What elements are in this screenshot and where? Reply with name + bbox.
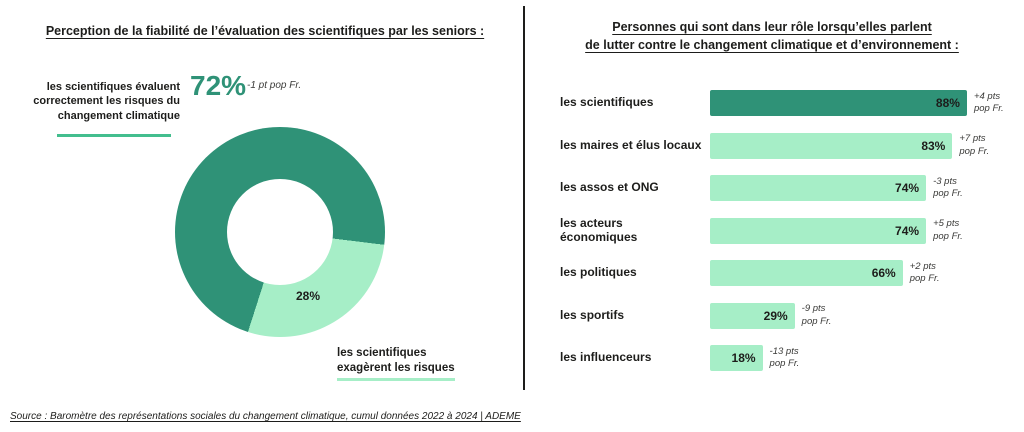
bar-label: les politiques [560, 265, 637, 280]
bar-chart-title: Personnes qui sont dans leur rôle lorsqu… [544, 18, 1000, 54]
vertical-divider [523, 6, 525, 390]
bar-row-acteurs-economiques: les acteurs économiques 74% +5 pts pop F… [560, 210, 1012, 253]
bar-track: 66% +2 pts pop Fr. [710, 260, 1002, 287]
bar-delta-line2: pop Fr. [909, 273, 940, 285]
bar-track: 83% +7 pts pop Fr. [710, 132, 1002, 159]
bar: 66% [710, 260, 903, 287]
bar-delta: +7 pts pop Fr. [959, 133, 989, 158]
bar-value: 18% [731, 351, 756, 366]
bar-label: les scientifiques [560, 95, 654, 110]
bar-delta-line1: -13 pts [769, 345, 799, 357]
bar-delta-line1: -9 pts [801, 303, 826, 315]
bar-row-influenceurs: les influenceurs 18% -13 pts pop Fr. [560, 337, 1012, 380]
bar-delta-line2: pop Fr. [973, 103, 1004, 115]
bar-delta: -13 pts pop Fr. [770, 346, 800, 371]
donut-slice-label-exaggerate: les scientifiques exagèrent les risques [337, 347, 455, 374]
bar: 18% [710, 345, 763, 372]
donut-main-value: 72% [190, 70, 247, 101]
bar-delta-line2: pop Fr. [959, 145, 990, 157]
bar-value: 66% [871, 266, 896, 281]
donut-slice-label-underline-green [57, 134, 171, 137]
bar-delta-line2: pop Fr. [769, 358, 800, 370]
bar-delta-line1: +4 pts [973, 90, 1001, 102]
bar-delta: +4 pts pop Fr. [974, 91, 1004, 116]
donut-chart-title: Perception de la fiabilité de l’évaluati… [45, 24, 485, 38]
bar-row-politiques: les politiques 66% +2 pts pop Fr. [560, 252, 1012, 295]
bar-chart: les scientifiques 88% +4 pts pop Fr. les… [560, 82, 1012, 380]
bar: 88% [710, 90, 967, 117]
donut-chart [175, 127, 385, 337]
bar-track: 74% +5 pts pop Fr. [710, 217, 1002, 244]
bar-value: 74% [895, 181, 920, 196]
bar-label: les acteurs économiques [560, 215, 638, 244]
bar-value: 88% [935, 96, 960, 111]
bar-chart-title-line2: de lutter contre le changement climatiqu… [585, 38, 959, 52]
bar-delta-line1: +7 pts [959, 133, 986, 145]
bar-delta: +2 pts pop Fr. [910, 261, 940, 286]
bar-delta-line2: pop Fr. [801, 315, 832, 327]
donut-secondary-value: 28% [296, 289, 321, 303]
bar-row-maires: les maires et élus locaux 83% +7 pts pop… [560, 125, 1012, 168]
bar: 74% [710, 217, 927, 244]
bar: 83% [710, 132, 953, 159]
bar-track: 74% -3 pts pop Fr. [710, 175, 1002, 202]
donut-slice-label-correct: les scientifiques évaluent correctement … [33, 81, 180, 122]
bar: 29% [710, 302, 795, 329]
bar-value: 29% [763, 308, 788, 323]
bar-label: les maires et élus locaux [560, 137, 702, 152]
bar-delta-line1: +2 pts [909, 260, 936, 272]
bar-row-scientifiques: les scientifiques 88% +4 pts pop Fr. [560, 82, 1012, 125]
bar-row-sportifs: les sportifs 29% -9 pts pop Fr. [560, 295, 1012, 338]
bar-delta-line2: pop Fr. [933, 230, 963, 242]
bar-track: 88% +4 pts pop Fr. [710, 90, 1004, 117]
bar-delta-line1: -3 pts [933, 175, 957, 187]
bar-chart-title-line1: Personnes qui sont dans leur rôle lorsqu… [612, 20, 932, 34]
bar-track: 18% -13 pts pop Fr. [710, 345, 1002, 372]
bar-delta-line2: pop Fr. [933, 188, 963, 200]
bar-label: les influenceurs [560, 350, 652, 365]
bar-delta: +5 pts pop Fr. [933, 218, 963, 243]
bar-delta: -9 pts pop Fr. [802, 303, 832, 328]
source-note: Source : Baromètre des représentations s… [10, 411, 521, 422]
donut-hole [227, 179, 333, 285]
donut-main-delta: -1 pt pop Fr. [247, 80, 302, 91]
bar-track: 29% -9 pts pop Fr. [710, 302, 1002, 329]
bar-value: 74% [895, 223, 920, 238]
bar-label: les sportifs [560, 307, 625, 322]
bar-label: les assos et ONG [560, 180, 659, 195]
bar: 74% [710, 175, 927, 202]
bar-delta-line1: +5 pts [933, 218, 960, 230]
bar-value: 83% [921, 138, 946, 153]
bar-delta: -3 pts pop Fr. [933, 176, 963, 201]
bar-row-assos: les assos et ONG 74% -3 pts pop Fr. [560, 167, 1012, 210]
donut-slice-label-underline-mint [337, 378, 455, 381]
